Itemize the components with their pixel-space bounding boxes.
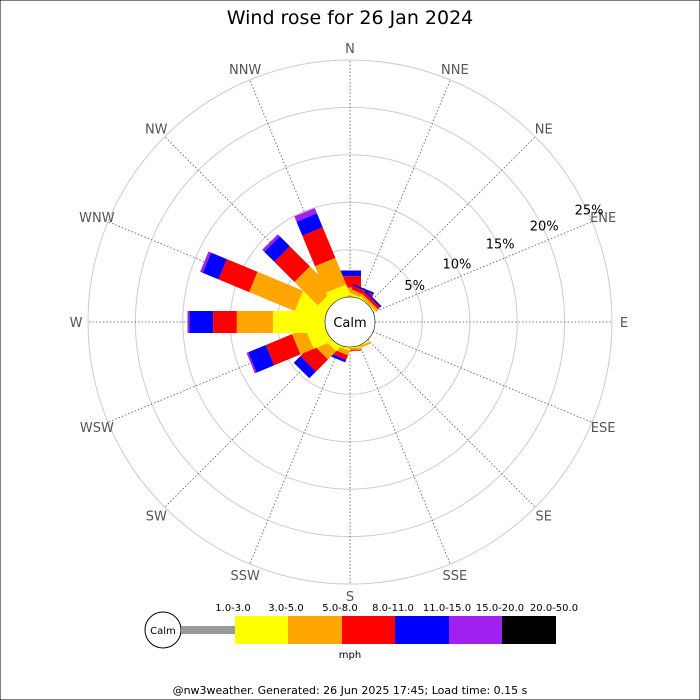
grid-ring-25 — [87, 59, 613, 585]
petal-nw-bin-4 — [274, 246, 310, 282]
petal-wsw-bin-6 — [246, 352, 257, 374]
petal-w-bin-5 — [189, 311, 214, 333]
petal-wsw-bin-4 — [265, 334, 301, 366]
petal-wnw-bin-4 — [218, 259, 258, 293]
grid-ring-15 — [182, 154, 518, 490]
petal-nw-bin-6 — [262, 234, 280, 252]
direction-label-ssw: SSW — [230, 569, 260, 584]
petal-nw-bin-5 — [264, 236, 290, 262]
legend-swatch-bin-1 — [181, 626, 235, 634]
petal-nnw-bin-3 — [315, 257, 347, 293]
petal-nw-bin-3 — [294, 266, 334, 306]
direction-label-sse: SSE — [442, 569, 467, 584]
direction-label-w: W — [70, 316, 83, 331]
direction-label-wnw: WNW — [79, 211, 115, 226]
direction-label-nw: NW — [145, 122, 168, 137]
legend-label-bin-3: 5.0-8.0 — [322, 603, 357, 614]
spoke-se — [367, 339, 536, 508]
legend-label-bin-5: 11.0-15.0 — [423, 603, 471, 614]
radial-tick-label-10: 10% — [443, 257, 472, 272]
rose-petals — [187, 208, 382, 379]
petal-wnw-bin-3 — [249, 271, 304, 311]
petal-ne-bin-5 — [364, 290, 382, 308]
petal-w-bin-4 — [213, 311, 237, 333]
spoke-nne — [359, 79, 451, 300]
legend-label-bin-2: 3.0-5.0 — [268, 603, 303, 614]
calm-label: Calm — [333, 316, 366, 331]
legend-calm-label: Calm — [150, 626, 176, 637]
direction-label-sw: SW — [146, 510, 167, 525]
direction-label-se: SE — [536, 510, 552, 525]
radial-tick-label-15: 15% — [486, 238, 515, 253]
legend-swatch-bin-5 — [395, 616, 449, 644]
petal-wnw-bin-5 — [202, 252, 227, 280]
petal-w-bin-6 — [187, 311, 190, 333]
petal-ne-bin-3 — [360, 293, 379, 312]
direction-label-n: N — [345, 42, 355, 57]
speed-legend: Calm 1.0-3.0 3.0-5.0 5.0-8.0 8.0-11.0 11.0-15… — [144, 603, 578, 661]
radial-tick-labels: 5% 10% 15% 20% 25% — [404, 203, 603, 293]
direction-label-wsw: WSW — [80, 421, 114, 436]
petal-nnw-bin-2 — [325, 284, 351, 304]
legend-label-bin-1: 1.0-3.0 — [215, 603, 250, 614]
petal-wsw-bin-5 — [248, 345, 275, 373]
calm-center: Calm — [324, 296, 376, 348]
petal-nnw-bin-4 — [302, 227, 336, 267]
spoke-ese — [372, 331, 593, 423]
legend-label-bin-4: 8.0-11.0 — [372, 603, 414, 614]
calm-circle — [324, 296, 376, 348]
petal-n-bin-5 — [339, 270, 361, 277]
legend-swatch-bin-4 — [342, 616, 395, 644]
spoke-ssw — [249, 344, 341, 565]
radial-tick-label-5: 5% — [404, 279, 425, 294]
direction-label-nnw: NNW — [229, 63, 261, 78]
spoke-sse — [359, 344, 451, 565]
legend-swatch-bin-3 — [288, 616, 342, 644]
legend-label-bin-6: 15.0-20.0 — [476, 603, 524, 614]
footer-text: @nw3weather. Generated: 26 Jun 2025 17:4… — [173, 684, 528, 697]
petal-nnw-bin-5 — [296, 213, 323, 236]
petal-nne-bin-5 — [353, 284, 375, 295]
petal-ne-bin-2 — [359, 295, 377, 313]
petal-wsw-bin-3 — [292, 328, 314, 355]
radial-tick-label-20: 20% — [530, 220, 559, 235]
spoke-ne — [367, 136, 536, 305]
rose-grid: N NNE NE ENE E ESE SE SSE S SSW SW WSW W WNW NW NNW — [70, 42, 629, 605]
direction-label-e: E — [620, 316, 628, 331]
petal-wnw-bin-6 — [200, 251, 212, 273]
legend-swatch-bin-7 — [502, 616, 556, 644]
radial-tick-label-25: 25% — [575, 203, 604, 218]
legend-swatch-bin-2 — [235, 616, 288, 644]
direction-label-s: S — [346, 590, 354, 605]
direction-label-ne: NE — [535, 122, 553, 137]
chart-title: Wind rose for 26 Jan 2024 — [227, 7, 474, 29]
legend-unit-label: mph — [339, 650, 361, 661]
legend-label-bin-7: 20.0-50.0 — [530, 603, 578, 614]
petal-nnw-bin-6 — [294, 208, 317, 222]
petal-ne-bin-4 — [362, 291, 381, 310]
petal-sw-bin-5 — [293, 356, 316, 379]
direction-label-ene: ENE — [590, 211, 616, 226]
spoke-ene — [372, 221, 593, 313]
direction-label-nne: NNE — [441, 63, 469, 78]
legend-swatch-bin-6 — [449, 616, 502, 644]
petal-w-bin-3 — [236, 311, 273, 333]
direction-label-ese: ESE — [591, 421, 616, 436]
